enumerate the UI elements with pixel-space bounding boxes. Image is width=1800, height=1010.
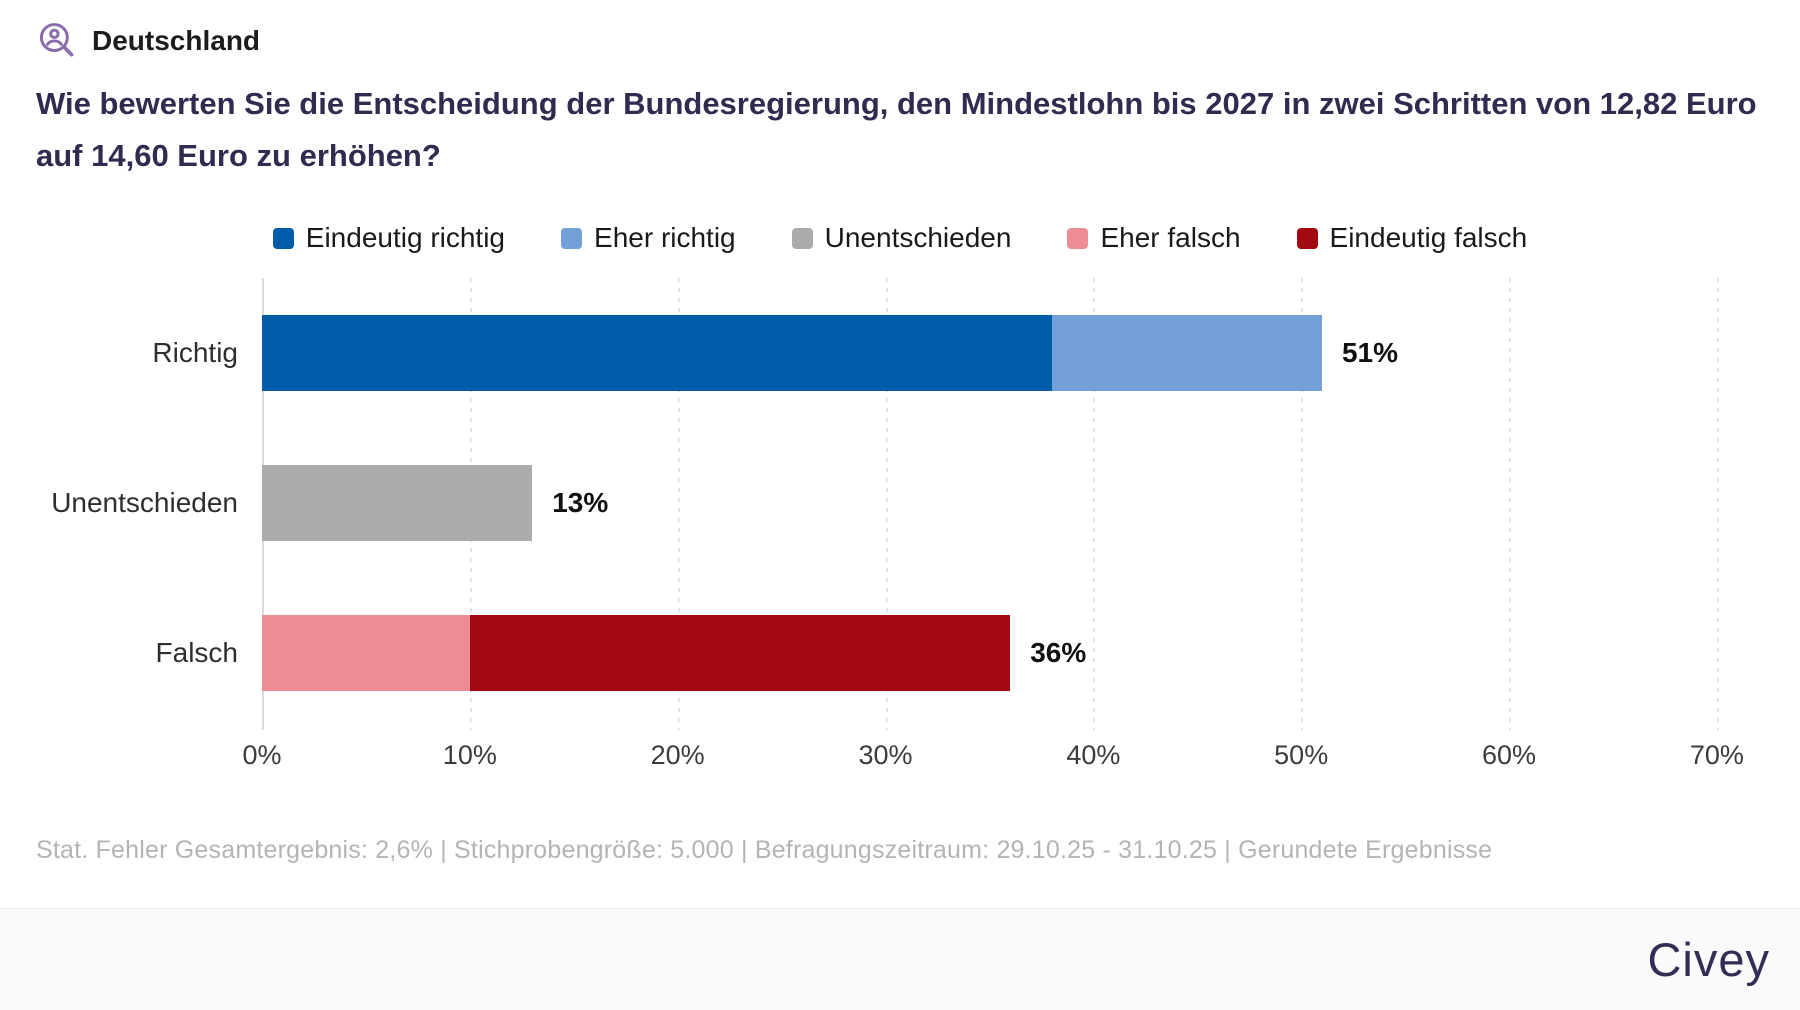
bar-value-label: 51% bbox=[1341, 337, 1399, 368]
bar-segment bbox=[1051, 315, 1322, 391]
bar-value-label: 13% bbox=[552, 487, 609, 518]
x-tick-label: 20% bbox=[650, 740, 705, 770]
legend-item-2: Eher richtig bbox=[561, 222, 736, 254]
chart-row-falsch: Falsch 36% bbox=[0, 578, 1800, 728]
x-tick-label: 40% bbox=[1066, 740, 1121, 770]
legend-item-3: Unentschieden bbox=[791, 222, 1012, 254]
legend-swatch-icon bbox=[791, 227, 813, 249]
gridline bbox=[1509, 278, 1512, 730]
gridline bbox=[1093, 278, 1096, 730]
bar-segment bbox=[262, 315, 1052, 391]
legend-label: Eher richtig bbox=[594, 222, 736, 253]
category-label: Unentschieden bbox=[51, 487, 238, 518]
bar-track: 51% bbox=[262, 278, 1800, 428]
legend-swatch-icon bbox=[272, 227, 294, 249]
region-header: Deutschland bbox=[0, 0, 1800, 62]
person-magnifier-icon bbox=[36, 20, 78, 62]
bar-value-label: 36% bbox=[1030, 637, 1087, 668]
question-title: Wie bewerten Sie die Entscheidung der Bu… bbox=[36, 86, 1757, 173]
legend-label: Unentschieden bbox=[824, 222, 1012, 253]
legend-item-5: Eindeutig falsch bbox=[1296, 222, 1528, 254]
x-tick-label: 70% bbox=[1689, 740, 1744, 770]
brand-band: Civey bbox=[0, 908, 1800, 1010]
chart-rows: Richtig 51% Unentschieden 13% Falsch 36% bbox=[0, 278, 1800, 728]
category-label: Falsch bbox=[155, 637, 238, 668]
legend-label: Eindeutig falsch bbox=[1329, 222, 1528, 253]
chart-row-unentschieden: Unentschieden 13% bbox=[0, 428, 1800, 578]
legend-item-4: Eher falsch bbox=[1067, 222, 1241, 254]
x-tick-label: 50% bbox=[1274, 740, 1329, 770]
chart-row-richtig: Richtig 51% bbox=[0, 278, 1800, 428]
gridline bbox=[1716, 278, 1719, 730]
x-tick-label: 60% bbox=[1481, 740, 1537, 770]
methodology-note: Stat. Fehler Gesamtergebnis: 2,6% | Stic… bbox=[36, 836, 1493, 864]
gridline bbox=[885, 278, 888, 730]
legend-item-1: Eindeutig richtig bbox=[272, 222, 506, 254]
bar-segment bbox=[262, 615, 470, 691]
civey-logo: Civey bbox=[1647, 933, 1770, 986]
x-tick-label: 30% bbox=[858, 740, 913, 770]
category-label: Richtig bbox=[152, 337, 238, 368]
x-axis: 0% 10% 20% 30% 40% 50% 60% 70% bbox=[242, 740, 1800, 780]
gridline bbox=[1301, 278, 1304, 730]
gridline bbox=[677, 278, 680, 730]
legend-swatch-icon bbox=[1296, 227, 1318, 249]
legend-label: Eindeutig richtig bbox=[305, 222, 506, 253]
bar-segment bbox=[469, 615, 1011, 691]
legend: Eindeutig richtig Eher richtig Unentschied… bbox=[0, 222, 1800, 254]
x-tick-label: 0% bbox=[242, 740, 282, 770]
bar-track: 13% bbox=[262, 428, 1800, 578]
region-label: Deutschland bbox=[92, 25, 261, 56]
bar-track: 36% bbox=[262, 578, 1800, 728]
legend-swatch-icon bbox=[561, 227, 583, 249]
legend-swatch-icon bbox=[1067, 227, 1089, 249]
x-tick-label: 10% bbox=[442, 740, 497, 770]
legend-label: Eher falsch bbox=[1100, 222, 1241, 253]
chart: Richtig 51% Unentschieden 13% Falsch 36% 0% 10… bbox=[0, 278, 1800, 778]
bar-segment bbox=[262, 465, 533, 541]
